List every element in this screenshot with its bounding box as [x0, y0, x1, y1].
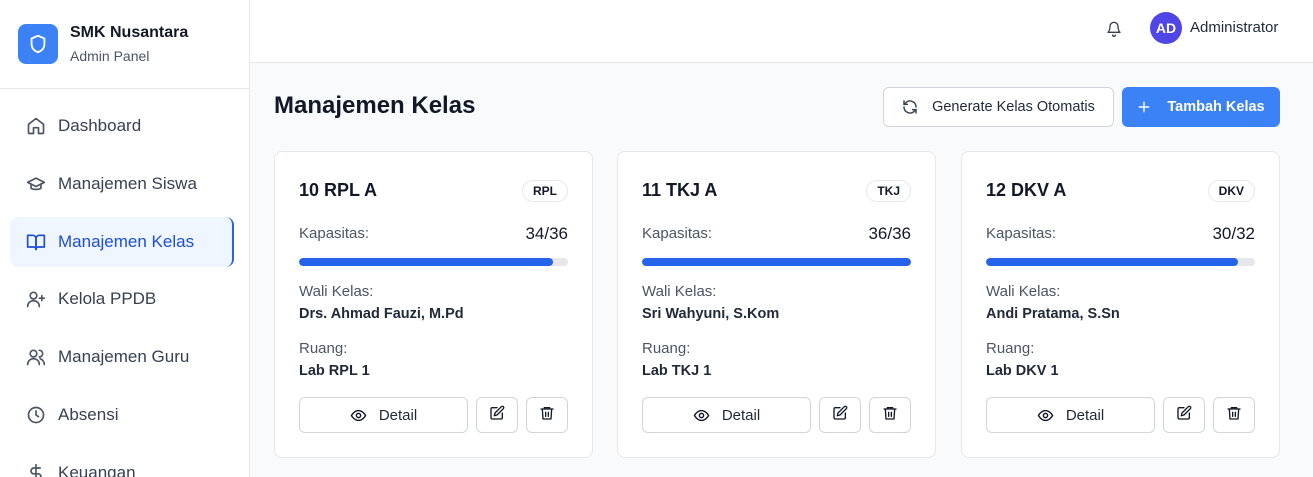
sidebar-item-label: Kelola PPDB	[58, 289, 157, 309]
trash-icon	[882, 405, 898, 426]
sidebar-item-kelola-ppdb[interactable]: Kelola PPDB	[10, 274, 239, 324]
clock-icon	[25, 404, 47, 426]
room-label: Ruang:	[986, 340, 1035, 357]
capacity-label: Kapasitas:	[299, 225, 370, 242]
sidebar-item-manajemen-siswa[interactable]: Manajemen Siswa	[10, 159, 239, 209]
add-class-button[interactable]: Tambah Kelas	[1122, 87, 1280, 127]
edit-icon	[1176, 405, 1192, 426]
detail-button[interactable]: Detail	[986, 397, 1155, 433]
major-badge: RPL	[522, 180, 568, 202]
brand: SMK Nusantara Admin Panel	[0, 0, 249, 89]
capacity-progress	[642, 258, 911, 266]
eye-icon	[350, 407, 367, 424]
edit-button[interactable]	[819, 397, 861, 433]
topbar: AD Administrator	[250, 0, 1313, 63]
bell-icon[interactable]	[1104, 18, 1124, 40]
major-badge: DKV	[1207, 180, 1255, 202]
homeroom-label: Wali Kelas:	[642, 283, 717, 300]
class-name: 10 RPL A	[299, 180, 378, 200]
capacity-progress-fill	[986, 258, 1239, 266]
edit-icon	[832, 405, 848, 426]
capacity-value: 30/32	[1212, 224, 1255, 243]
detail-label: Detail	[721, 406, 761, 424]
users-icon	[25, 346, 47, 368]
sidebar-item-label: Manajemen Siswa	[58, 173, 197, 193]
detail-button[interactable]: Detail	[642, 397, 811, 433]
sidebar-item-manajemen-guru[interactable]: Manajemen Guru	[10, 332, 239, 382]
brand-name: SMK Nusantara	[70, 24, 189, 41]
capacity-label: Kapasitas:	[642, 225, 713, 242]
delete-button[interactable]	[1213, 397, 1255, 433]
add-class-label: Tambah Kelas	[1167, 99, 1265, 115]
refresh-icon	[902, 99, 918, 115]
page-title: Manajemen Kelas	[274, 92, 476, 119]
detail-label: Detail	[1065, 406, 1105, 424]
room-label: Ruang:	[642, 340, 691, 357]
capacity-progress-fill	[642, 258, 911, 266]
class-name: 12 DKV A	[986, 180, 1067, 200]
avatar[interactable]: AD	[1150, 12, 1182, 44]
class-card: 11 TKJ A TKJ Kapasitas: 36/36 Wali Kelas…	[617, 151, 936, 458]
eye-icon	[1037, 407, 1054, 424]
major-badge: TKJ	[866, 180, 911, 202]
sidebar-item-dashboard[interactable]: Dashboard	[10, 101, 239, 151]
graduation-cap-icon	[25, 173, 47, 195]
sidebar: SMK Nusantara Admin Panel Dashboard Mana…	[0, 0, 250, 477]
class-card: 10 RPL A RPL Kapasitas: 34/36 Wali Kelas…	[274, 151, 593, 458]
delete-button[interactable]	[869, 397, 911, 433]
room-value: Lab TKJ 1	[642, 363, 712, 379]
class-card: 12 DKV A DKV Kapasitas: 30/32 Wali Kelas…	[961, 151, 1280, 458]
dollar-icon	[25, 462, 47, 477]
capacity-progress-fill	[299, 258, 553, 266]
book-open-icon	[25, 231, 47, 253]
brand-subtitle: Admin Panel	[70, 48, 150, 64]
capacity-value: 34/36	[525, 224, 568, 243]
homeroom-teacher: Andi Pratama, S.Sn	[986, 306, 1120, 322]
edit-icon	[489, 405, 505, 426]
sidebar-nav: Dashboard Manajemen Siswa Manajemen Kela…	[0, 89, 249, 477]
edit-button[interactable]	[476, 397, 518, 433]
room-value: Lab RPL 1	[299, 363, 370, 379]
capacity-progress	[299, 258, 568, 266]
sidebar-item-manajemen-kelas[interactable]: Manajemen Kelas	[10, 216, 234, 267]
class-name: 11 TKJ A	[642, 180, 718, 200]
sidebar-item-absensi[interactable]: Absensi	[10, 390, 239, 440]
capacity-label: Kapasitas:	[986, 225, 1057, 242]
trash-icon	[1226, 405, 1242, 426]
homeroom-label: Wali Kelas:	[299, 283, 374, 300]
detail-button[interactable]: Detail	[299, 397, 468, 433]
plus-icon	[1137, 100, 1151, 114]
sidebar-item-label: Manajemen Kelas	[58, 231, 195, 251]
generate-classes-label: Generate Kelas Otomatis	[932, 99, 1095, 115]
sidebar-item-label: Dashboard	[58, 116, 142, 135]
room-label: Ruang:	[299, 340, 348, 357]
homeroom-teacher: Sri Wahyuni, S.Kom	[642, 306, 780, 322]
capacity-value: 36/36	[868, 224, 911, 243]
user-plus-icon	[25, 288, 47, 310]
trash-icon	[539, 405, 555, 426]
sidebar-item-label: Absensi	[58, 404, 119, 424]
capacity-progress	[986, 258, 1255, 266]
homeroom-teacher: Drs. Ahmad Fauzi, M.Pd	[299, 306, 464, 322]
detail-label: Detail	[378, 406, 418, 424]
shield-icon	[18, 24, 58, 64]
sidebar-item-label: Keuangan	[58, 462, 136, 477]
sidebar-item-label: Manajemen Guru	[58, 347, 190, 367]
eye-icon	[693, 407, 710, 424]
user-name[interactable]: Administrator	[1190, 19, 1279, 36]
home-icon	[25, 115, 47, 137]
edit-button[interactable]	[1163, 397, 1205, 433]
homeroom-label: Wali Kelas:	[986, 283, 1061, 300]
room-value: Lab DKV 1	[986, 363, 1059, 379]
generate-classes-button[interactable]: Generate Kelas Otomatis	[883, 87, 1114, 127]
delete-button[interactable]	[526, 397, 568, 433]
sidebar-item-keuangan[interactable]: Keuangan	[10, 448, 239, 477]
